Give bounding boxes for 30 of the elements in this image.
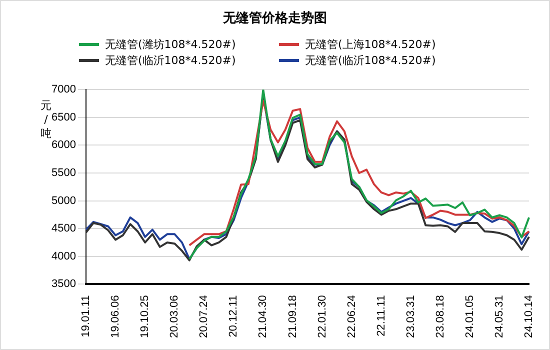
x-tick-label: 19.01.11 (80, 295, 92, 338)
y-tick-label: 3500 (52, 278, 76, 290)
x-tick-label: 22.11.11 (375, 295, 388, 336)
x-tick-label: 20.07.24 (198, 295, 210, 338)
x-tick-label: 24.01.05 (464, 295, 476, 338)
y-tick-label: 5500 (52, 167, 76, 180)
legend-label: 无缝管(临沂108*4.520#) (105, 53, 236, 68)
legend-label: 无缝管(潍坊108*4.520#) (105, 37, 236, 52)
y-tick-label: 4000 (52, 250, 76, 262)
legend-label: 无缝管(临沂108*4.520#) (305, 53, 436, 68)
x-tick-label: 24.10.14 (523, 295, 536, 338)
x-tick-label: 23.08.18 (434, 295, 446, 338)
y-axis-title: 元/吨 (40, 99, 52, 141)
legend-label: 无缝管(上海108*4.520#) (305, 37, 436, 52)
y-tick-label: 6000 (52, 139, 76, 152)
x-tick-label: 20.03.06 (168, 295, 181, 338)
x-tick-label: 22.06.24 (346, 295, 358, 338)
x-tick-label: 24.05.31 (494, 295, 506, 338)
y-tick-label: 4500 (52, 222, 76, 235)
x-tick-label: 21.04.30 (257, 295, 270, 338)
x-tick-label: 22.01.30 (316, 295, 328, 338)
x-tick-label: 23.03.31 (404, 295, 417, 338)
y-tick-label: 6500 (52, 111, 76, 124)
x-tick-label: 20.12.11 (228, 295, 240, 338)
y-tick-label: 7000 (52, 84, 76, 96)
x-tick-label: 19.10.25 (139, 295, 152, 338)
x-tick-label: 21.09.18 (286, 295, 299, 338)
x-tick-label: 19.06.06 (110, 295, 122, 338)
y-tick-label: 5000 (52, 194, 76, 207)
chart-title: 无缝管价格走势图 (222, 10, 328, 27)
